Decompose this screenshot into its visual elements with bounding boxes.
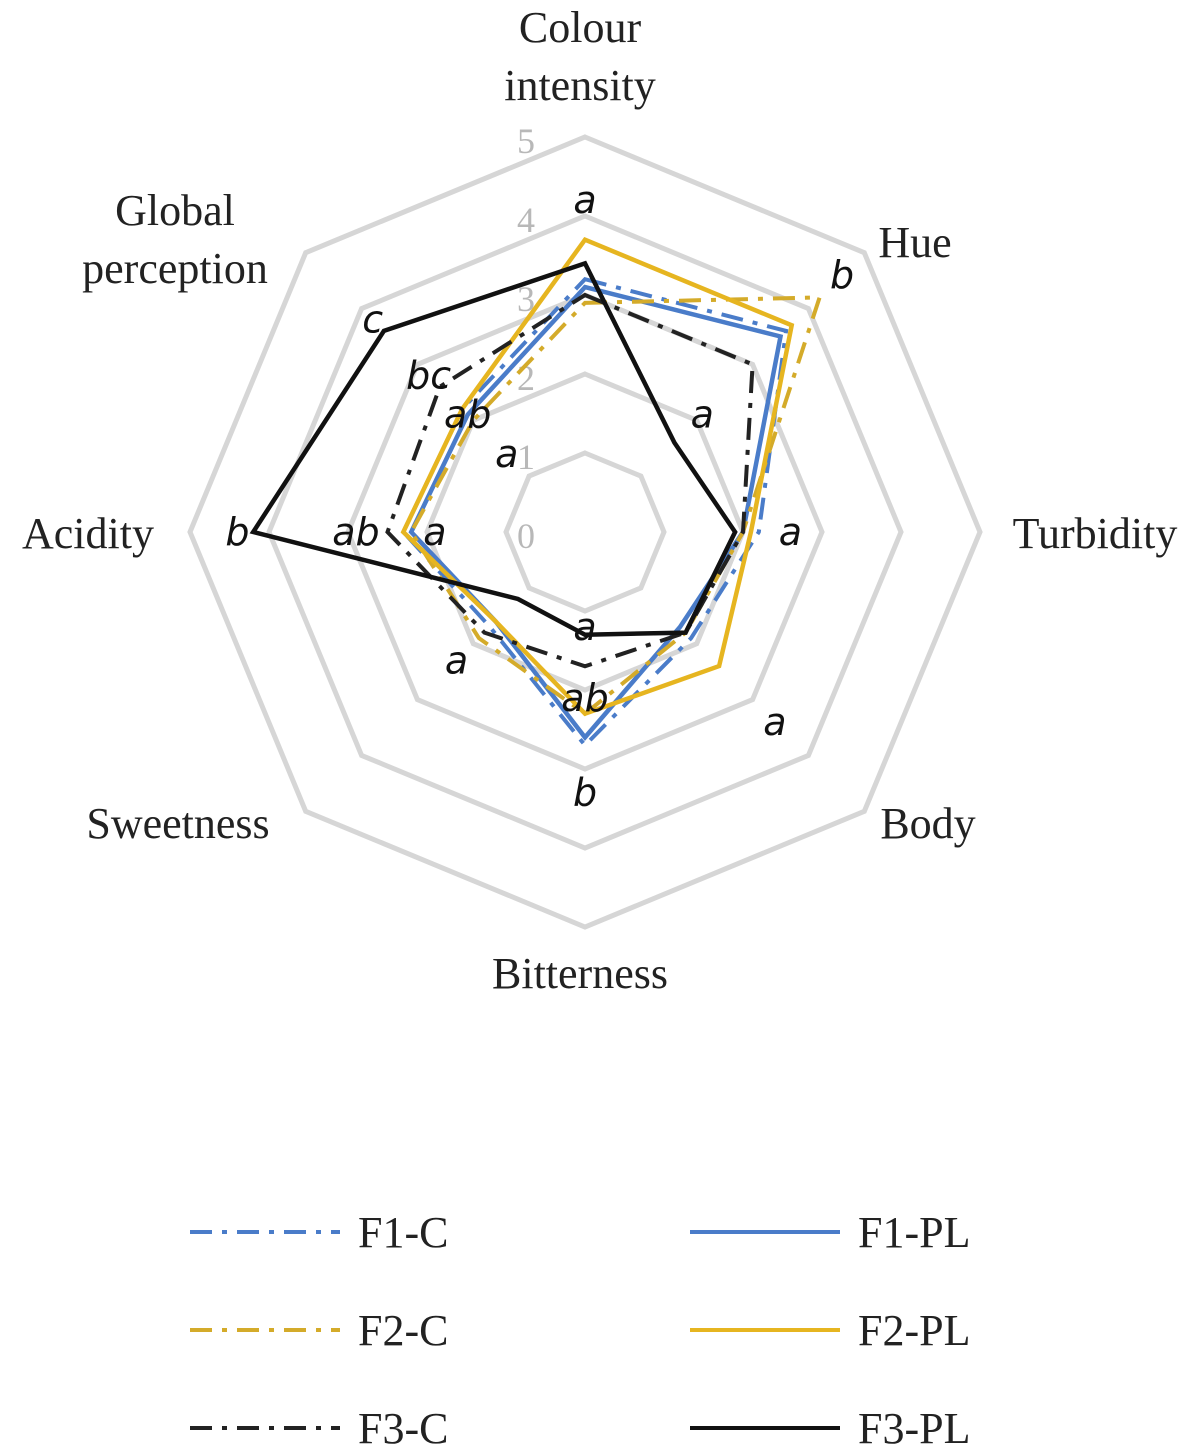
significance-letter: a: [573, 178, 596, 222]
axis-label-sweetness: Sweetness: [86, 799, 269, 848]
significance-letter: a: [445, 639, 468, 683]
legend-label-f1-c: F1-C: [358, 1208, 448, 1257]
significance-letter: b: [830, 253, 854, 297]
legend-item-f1-pl: F1-PL: [690, 1208, 970, 1257]
axis-label-colour-intensity: Colour intensity: [504, 3, 656, 110]
axis-labels: Colour intensity Hue Turbidity Body Bitternes…: [22, 3, 1177, 998]
significance-letter: ab: [561, 676, 608, 720]
axis-label-global-perception: Global perception: [82, 186, 268, 293]
tick-label-1: 1: [517, 437, 535, 477]
significance-letter: ab: [332, 510, 379, 554]
significance-letter: a: [495, 432, 518, 476]
legend-item-f1-c: F1-C: [190, 1208, 448, 1257]
axis-label-body: Body: [880, 799, 975, 848]
axis-label-turbidity: Turbidity: [1013, 509, 1178, 558]
series-lines: [249, 236, 823, 749]
legend-item-f2-pl: F2-PL: [690, 1306, 970, 1355]
significance-letter: a: [573, 605, 596, 649]
legend-label-f1-pl: F1-PL: [858, 1208, 970, 1257]
tick-label-5: 5: [517, 121, 535, 161]
legend-label-f3-pl: F3-PL: [858, 1404, 970, 1452]
legend-item-f3-pl: F3-PL: [690, 1404, 970, 1452]
significance-letter: a: [779, 510, 802, 554]
significance-letter: b: [573, 771, 597, 815]
tick-label-0: 0: [517, 516, 535, 556]
axis-label-acidity: Acidity: [22, 509, 154, 558]
significance-letter: a: [423, 510, 446, 554]
significance-letter: ab: [444, 393, 491, 437]
series-f3-pl-line: [249, 260, 738, 637]
significance-letter: a: [691, 393, 714, 437]
legend: F1-C F1-PL F2-C F2-PL F3-C F3-PL: [190, 1208, 970, 1452]
grid-ring-1: [503, 450, 667, 614]
legend-label-f2-pl: F2-PL: [858, 1306, 970, 1355]
grid-ring-2: [424, 371, 746, 693]
grid-ring-4: [266, 213, 904, 851]
legend-label-f2-c: F2-C: [358, 1306, 448, 1355]
axis-label-hue: Hue: [878, 218, 951, 267]
tick-label-3: 3: [517, 279, 535, 319]
tick-label-4: 4: [517, 200, 535, 240]
axis-label-bitterness: Bitterness: [492, 949, 668, 998]
significance-letter: c: [362, 298, 383, 342]
legend-item-f3-c: F3-C: [190, 1404, 448, 1452]
legend-item-f2-c: F2-C: [190, 1306, 448, 1355]
legend-label-f3-c: F3-C: [358, 1404, 448, 1452]
significance-letter: bc: [406, 354, 451, 398]
significance-letter: b: [225, 510, 249, 554]
grid-ring-5: [187, 134, 983, 930]
significance-letter: a: [763, 700, 786, 744]
